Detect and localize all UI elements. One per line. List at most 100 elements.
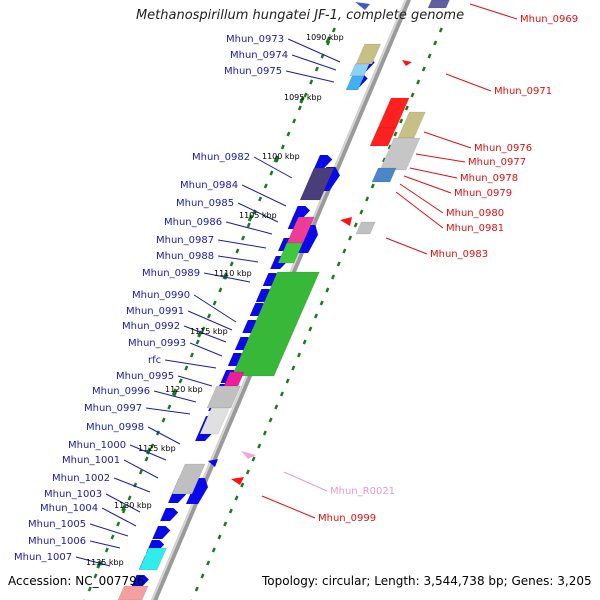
tick-mark-outer [427,53,432,59]
tick-mark-inner [235,248,240,254]
tick-mark-inner [212,300,217,306]
tick-mark-outer [245,469,250,475]
tick-mark-outer [274,404,279,410]
gene-label-reverse: Mhun_R0021 [330,486,395,497]
tick-mark-outer [211,547,216,553]
gene-label-forward: Mhun_0990 [132,290,190,301]
leader-line [237,202,279,223]
gene-label-reverse: Mhun_0999 [318,513,376,524]
gene-label-forward: Mhun_0989 [142,268,200,279]
gene-label-forward: Mhun_1005 [28,519,86,530]
cog-box [349,63,370,77]
tick-mark-inner [184,365,189,371]
gene-label-forward: Mhun_0973 [226,34,284,45]
tick-mark-outer [416,79,421,85]
tick-mark-inner [218,287,223,293]
tick-mark-inner [269,170,274,176]
leader-line [283,471,328,492]
leader-line [287,38,341,63]
tick-mark-outer [223,521,228,527]
gene-label-forward: Mhun_1006 [28,536,86,547]
tick-mark-inner [104,547,109,553]
leader-line [203,272,251,283]
leader-line [395,191,444,229]
tick-mark-outer [194,586,199,592]
tick-mark-inner [280,144,285,150]
tick-mark-inner [331,27,336,33]
leader-line [75,556,111,567]
tick-mark-inner [314,66,319,72]
leader-line [385,237,428,255]
kbp-label: 1115 kbp [190,327,228,336]
cog-box [397,111,426,139]
forward-gene-arrow [355,2,370,10]
tick-mark-inner [292,118,297,124]
gene-label-reverse: Mhun_0978 [460,173,518,184]
tick-mark-inner [150,443,155,449]
tick-mark-outer [313,313,319,319]
tick-mark-outer [285,378,290,384]
leader-line [89,523,129,537]
gene-label-forward: Mhun_0987 [156,235,214,246]
rna-gene-arrow [241,451,256,459]
gene-label-reverse: Mhun_0969 [520,14,578,25]
leader-line [123,459,159,479]
tick-mark-outer [262,430,267,436]
cog-box [117,585,149,600]
leader-line [189,342,223,357]
gene-label-forward: Mhun_0985 [176,198,234,209]
cog-box [206,385,241,409]
tick-mark-outer [240,482,245,488]
cog-box [371,167,397,183]
tick-mark-inner [303,92,308,98]
forward-gene-arrow [160,508,179,521]
leader-line [218,255,259,263]
leader-line [445,73,492,92]
tick-mark-outer [228,508,233,514]
tick-mark-outer [421,66,426,72]
leader-line [89,540,121,549]
leader-line [403,175,452,194]
cog-box [379,137,421,171]
leader-line [101,507,137,527]
tick-mark-inner [144,456,149,462]
forward-gene-arrow [130,575,149,588]
tick-mark-outer [404,105,409,111]
tick-mark-outer [296,352,302,358]
gene-label-reverse: Mhun_0979 [454,188,512,199]
tick-mark-inner [229,261,234,267]
tick-mark-outer [382,157,387,163]
tick-mark-inner [110,534,115,540]
gene-label-forward: Mhun_1007 [14,552,72,563]
leader-line [147,426,181,445]
tick-mark-outer [438,27,443,33]
kbp-tick [171,388,178,396]
leader-line [146,407,191,415]
gene-label-forward: Mhun_0993 [128,338,186,349]
accession-label: Accession: NC_007796 [8,574,145,588]
leader-line [183,325,227,343]
tick-mark-outer [268,417,273,423]
gene-label-forward: Mhun_0991 [126,306,184,317]
tick-mark-inner [127,495,132,501]
cog-box [138,547,167,571]
forward-gene-arrow [292,206,311,219]
gene-label-reverse: Mhun_0980 [446,208,504,219]
leader-line [153,390,197,403]
gene-label-forward: Mhun_1004 [40,503,98,514]
leader-line [285,70,335,83]
reverse-gene-arrow [231,477,244,485]
gene-label-forward: Mhun_0975 [224,66,282,77]
reverse-gene-arrow [340,217,352,226]
tick-mark-outer [336,261,341,267]
leader-line [187,310,233,331]
tick-mark-outer [279,391,284,397]
tick-mark-inner [286,131,291,137]
reverse-gene-arrow [402,60,412,66]
kbp-label: 1100 kbp [262,152,300,161]
kbp-label: 1130 kbp [114,501,152,510]
reverse-gene-arrow [369,127,397,147]
cog-box [286,216,315,244]
gene-label-forward: Mhun_1000 [68,440,126,451]
leader-line [291,54,337,71]
